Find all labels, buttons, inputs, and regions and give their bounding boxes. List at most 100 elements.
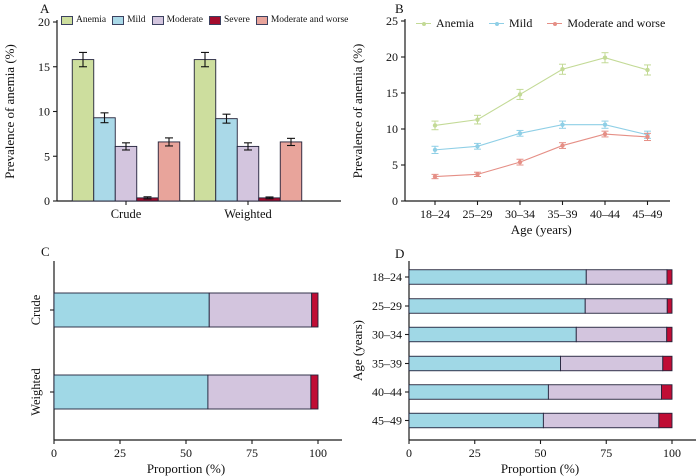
x-tick-label: 45–49 xyxy=(633,207,663,221)
legend-label: Moderate xyxy=(166,15,203,25)
y-tick-label: 0 xyxy=(44,194,50,208)
x-tick-label: 50 xyxy=(180,446,192,460)
panel-b-label: B xyxy=(395,1,404,16)
x-tick-label: Weighted xyxy=(224,207,272,221)
panel-c-axes: 0 25 50 75 100 Proportion (%) Crude Weighted xyxy=(29,261,342,476)
segment-45–49-mild xyxy=(408,412,544,429)
segment-25–29-mild xyxy=(408,298,586,314)
x-tick-label: 40–44 xyxy=(590,207,620,221)
panel-a-bars xyxy=(71,51,303,202)
legend-swatch-icon xyxy=(151,15,164,25)
x-tick-label: 25 xyxy=(469,446,481,460)
segment-25–29-moderate xyxy=(584,298,668,314)
legend-label: Anemia xyxy=(76,15,107,25)
x-tick-label: 30–34 xyxy=(505,207,535,221)
y-category-label: Crude xyxy=(29,294,43,325)
panel-b-legend: Anemia Mild Moderate and worse xyxy=(416,16,665,31)
panel-a-label: A xyxy=(40,1,50,16)
legend-item-severe: Severe xyxy=(208,15,250,25)
bar-weighted-moderate xyxy=(236,145,260,202)
x-tick-label: 0 xyxy=(51,446,57,460)
legend-marker-icon xyxy=(489,19,504,29)
segment-crude-severe xyxy=(311,292,319,328)
panel-d-bars xyxy=(408,269,673,429)
panel-d-y-axis-title: Age (years) xyxy=(350,320,365,381)
y-category-label: 45–49 xyxy=(372,414,402,428)
legend-label: Anemia xyxy=(436,16,474,30)
x-tick-label: 35–39 xyxy=(548,207,578,221)
panel-a-plot: 0 5 10 15 20 Crude Weighted Prevalence of anemi… xyxy=(2,15,341,221)
segment-35–39-severe xyxy=(662,355,673,372)
bar-weighted-anemia xyxy=(193,59,217,202)
segment-30–34-moderate xyxy=(575,326,668,343)
legend-swatch-icon xyxy=(255,15,268,25)
legend-item-mild: Mild xyxy=(489,16,532,31)
panel-d-x-axis-title: Proportion (%) xyxy=(501,461,579,476)
segment-25–29-severe xyxy=(666,298,673,314)
x-tick-label: 25–29 xyxy=(463,207,493,221)
panel-a-grouped-bar-chart: A 0 5 10 15 20 Crude Weighted Prevalence of ane… xyxy=(0,0,350,238)
panel-b-axes: 0 5 10 15 20 25 18–24 25–29 30–34 35–39 40–44 45–49… xyxy=(386,14,670,237)
legend-swatch-icon xyxy=(112,15,125,25)
y-tick-label: 10 xyxy=(386,122,398,136)
y-tick-label: 15 xyxy=(38,60,50,74)
y-category-label: Weighted xyxy=(29,367,43,415)
x-tick-label: 0 xyxy=(406,446,412,460)
legend-item-moderate-and-worse: Moderate and worse xyxy=(547,16,665,31)
segment-45–49-severe xyxy=(658,412,673,429)
y-category-label: 25–29 xyxy=(372,299,402,313)
y-tick-label: 20 xyxy=(386,50,398,64)
panel-c-stacked-bar-chart: C 0 25 50 75 100 Proportion (%) Crude Weighted xyxy=(0,238,350,476)
panel-d-axes: 0 25 50 75 100 Proportion (%) 18–24 25–29 30–34 3… xyxy=(372,261,696,476)
bar-crude-mild xyxy=(93,117,116,202)
segment-crude-moderate xyxy=(208,292,313,328)
segment-weighted-moderate xyxy=(207,374,312,410)
segment-35–39-moderate xyxy=(560,355,664,372)
segment-30–34-mild xyxy=(408,326,577,343)
segment-35–39-mild xyxy=(408,355,561,372)
legend-item-moderate: Moderate xyxy=(151,15,203,25)
legend-item-anemia: Anemia xyxy=(61,15,106,25)
panel-c-bars xyxy=(53,292,319,410)
legend-swatch-icon xyxy=(208,15,221,25)
segment-40–44-mild xyxy=(408,384,549,400)
x-tick-label: 50 xyxy=(535,446,547,460)
panel-c-x-axis-title: Proportion (%) xyxy=(147,461,225,476)
legend-label: Moderate and worse xyxy=(270,15,349,25)
legend-marker-icon xyxy=(416,19,431,29)
y-tick-label: 10 xyxy=(38,105,50,119)
legend-label: Mild xyxy=(127,15,146,25)
x-tick-label: 18–24 xyxy=(420,207,450,221)
panel-b-line-chart: B 0 5 10 15 20 25 18–24 25–29 30–34 35–39 40–44 45–… xyxy=(350,0,700,238)
bar-weighted-mild xyxy=(215,118,238,202)
x-tick-label: 100 xyxy=(309,446,327,460)
bar-crude-moderate-and-worse xyxy=(157,141,181,202)
y-tick-label: 5 xyxy=(44,149,50,163)
segment-crude-mild xyxy=(53,292,210,328)
y-category-label: 30–34 xyxy=(372,328,402,342)
panel-b-y-axis-title: Prevalence of anemia (%) xyxy=(350,44,365,179)
panel-a-y-axis-title: Prevalence of anemia (%) xyxy=(2,44,17,179)
panel-d-plot: 0 25 50 75 100 Proportion (%) 18–24 25–29 30–34 3… xyxy=(350,261,696,476)
segment-18–24-mild xyxy=(408,269,587,285)
legend-label: Mild xyxy=(509,16,533,30)
x-tick-label: 75 xyxy=(600,446,612,460)
panel-d-stacked-bar-chart: D 0 25 50 75 100 Proportion (%) 18–24 25–29 30–3… xyxy=(350,238,700,476)
series-anemia xyxy=(431,52,651,131)
x-tick-label: 25 xyxy=(114,446,126,460)
bar-weighted-moderate-and-worse xyxy=(279,141,303,202)
y-category-label: 18–24 xyxy=(372,270,402,284)
segment-40–44-moderate xyxy=(547,384,662,400)
segment-45–49-moderate xyxy=(542,412,660,429)
y-category-label: 40–44 xyxy=(372,385,402,399)
y-tick-label: 20 xyxy=(38,15,50,29)
segment-18–24-severe xyxy=(666,269,673,285)
bar-crude-anemia xyxy=(71,59,95,202)
x-tick-label: 100 xyxy=(663,446,681,460)
panel-b-x-axis-title: Age (years) xyxy=(511,222,572,237)
y-tick-label: 0 xyxy=(392,194,398,208)
legend-label: Severe xyxy=(223,15,250,25)
segment-18–24-moderate xyxy=(585,269,668,285)
x-tick-label: Crude xyxy=(111,207,142,221)
legend-swatch-icon xyxy=(61,15,73,25)
